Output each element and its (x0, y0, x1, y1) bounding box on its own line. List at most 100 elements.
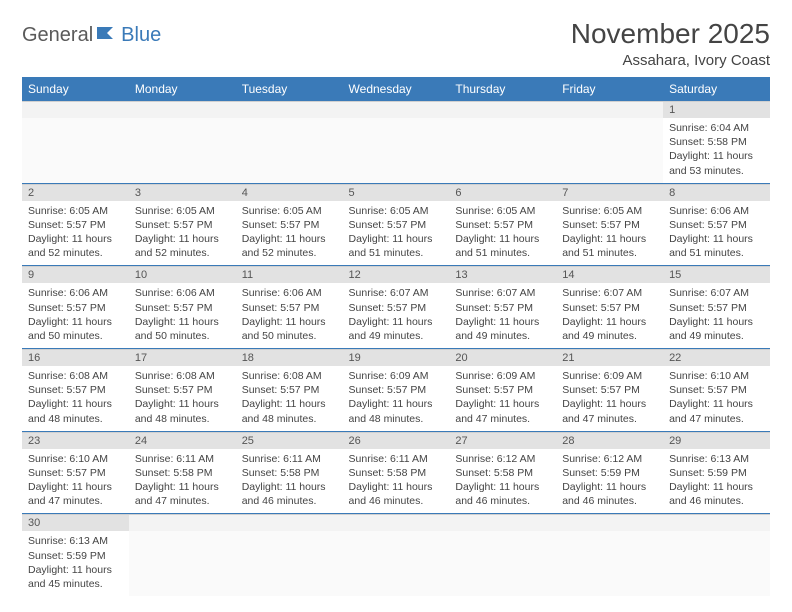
week-row: 2Sunrise: 6:05 AMSunset: 5:57 PMDaylight… (22, 183, 770, 266)
day-number-bar (556, 101, 663, 118)
day-number-bar (343, 101, 450, 118)
logo: General Blue (22, 24, 161, 47)
day-number: 4 (236, 184, 343, 201)
logo-text-general: General (22, 24, 93, 47)
day-header: Saturday (663, 77, 770, 101)
day-cell (343, 101, 450, 183)
day-number: 16 (22, 349, 129, 366)
day-cell: 9Sunrise: 6:06 AMSunset: 5:57 PMDaylight… (22, 266, 129, 349)
day-number: 10 (129, 266, 236, 283)
day-cell (343, 514, 450, 596)
day-number: 15 (663, 266, 770, 283)
day-cell: 1Sunrise: 6:04 AMSunset: 5:58 PMDaylight… (663, 101, 770, 183)
day-cell: 15Sunrise: 6:07 AMSunset: 5:57 PMDayligh… (663, 266, 770, 349)
day-cell: 19Sunrise: 6:09 AMSunset: 5:57 PMDayligh… (343, 349, 450, 432)
week-row: 23Sunrise: 6:10 AMSunset: 5:57 PMDayligh… (22, 431, 770, 514)
day-content: Sunrise: 6:06 AMSunset: 5:57 PMDaylight:… (663, 201, 770, 266)
day-number-bar (129, 514, 236, 531)
day-cell: 13Sunrise: 6:07 AMSunset: 5:57 PMDayligh… (449, 266, 556, 349)
day-number: 28 (556, 432, 663, 449)
day-content: Sunrise: 6:09 AMSunset: 5:57 PMDaylight:… (343, 366, 450, 431)
day-number-bar (236, 514, 343, 531)
day-number: 2 (22, 184, 129, 201)
day-cell: 12Sunrise: 6:07 AMSunset: 5:57 PMDayligh… (343, 266, 450, 349)
day-cell: 18Sunrise: 6:08 AMSunset: 5:57 PMDayligh… (236, 349, 343, 432)
logo-text-blue: Blue (121, 24, 161, 47)
day-content: Sunrise: 6:06 AMSunset: 5:57 PMDaylight:… (129, 283, 236, 348)
day-cell: 26Sunrise: 6:11 AMSunset: 5:58 PMDayligh… (343, 431, 450, 514)
day-content: Sunrise: 6:12 AMSunset: 5:59 PMDaylight:… (556, 449, 663, 514)
day-number: 18 (236, 349, 343, 366)
day-number: 1 (663, 101, 770, 118)
day-cell (663, 514, 770, 596)
day-content: Sunrise: 6:11 AMSunset: 5:58 PMDaylight:… (129, 449, 236, 514)
day-cell: 7Sunrise: 6:05 AMSunset: 5:57 PMDaylight… (556, 183, 663, 266)
week-row: 16Sunrise: 6:08 AMSunset: 5:57 PMDayligh… (22, 349, 770, 432)
day-content: Sunrise: 6:09 AMSunset: 5:57 PMDaylight:… (556, 366, 663, 431)
day-number-bar (236, 101, 343, 118)
week-row: 9Sunrise: 6:06 AMSunset: 5:57 PMDaylight… (22, 266, 770, 349)
day-cell: 16Sunrise: 6:08 AMSunset: 5:57 PMDayligh… (22, 349, 129, 432)
day-number: 5 (343, 184, 450, 201)
day-number: 29 (663, 432, 770, 449)
day-number: 19 (343, 349, 450, 366)
day-number-bar (556, 514, 663, 531)
week-row: 30Sunrise: 6:13 AMSunset: 5:59 PMDayligh… (22, 514, 770, 596)
day-number: 24 (129, 432, 236, 449)
day-number: 7 (556, 184, 663, 201)
day-cell (129, 101, 236, 183)
day-cell: 2Sunrise: 6:05 AMSunset: 5:57 PMDaylight… (22, 183, 129, 266)
day-cell (236, 514, 343, 596)
day-header: Tuesday (236, 77, 343, 101)
day-cell: 30Sunrise: 6:13 AMSunset: 5:59 PMDayligh… (22, 514, 129, 596)
day-content: Sunrise: 6:05 AMSunset: 5:57 PMDaylight:… (129, 201, 236, 266)
day-cell (556, 514, 663, 596)
day-header: Wednesday (343, 77, 450, 101)
flag-icon (97, 25, 119, 46)
day-content: Sunrise: 6:10 AMSunset: 5:57 PMDaylight:… (663, 366, 770, 431)
day-content: Sunrise: 6:11 AMSunset: 5:58 PMDaylight:… (236, 449, 343, 514)
day-number-bar (129, 101, 236, 118)
day-header: Friday (556, 77, 663, 101)
day-number-bar (663, 514, 770, 531)
day-content: Sunrise: 6:08 AMSunset: 5:57 PMDaylight:… (129, 366, 236, 431)
day-cell: 27Sunrise: 6:12 AMSunset: 5:58 PMDayligh… (449, 431, 556, 514)
day-content: Sunrise: 6:08 AMSunset: 5:57 PMDaylight:… (236, 366, 343, 431)
day-cell: 20Sunrise: 6:09 AMSunset: 5:57 PMDayligh… (449, 349, 556, 432)
day-number: 22 (663, 349, 770, 366)
day-cell: 4Sunrise: 6:05 AMSunset: 5:57 PMDaylight… (236, 183, 343, 266)
month-title: November 2025 (571, 18, 770, 50)
day-number-bar (22, 101, 129, 118)
day-cell (556, 101, 663, 183)
day-cell: 8Sunrise: 6:06 AMSunset: 5:57 PMDaylight… (663, 183, 770, 266)
day-cell: 3Sunrise: 6:05 AMSunset: 5:57 PMDaylight… (129, 183, 236, 266)
header: General Blue November 2025 Assahara, Ivo… (22, 18, 770, 69)
day-header: Sunday (22, 77, 129, 101)
day-content: Sunrise: 6:07 AMSunset: 5:57 PMDaylight:… (449, 283, 556, 348)
day-number: 21 (556, 349, 663, 366)
day-content: Sunrise: 6:07 AMSunset: 5:57 PMDaylight:… (556, 283, 663, 348)
day-cell: 28Sunrise: 6:12 AMSunset: 5:59 PMDayligh… (556, 431, 663, 514)
day-number: 27 (449, 432, 556, 449)
day-cell: 25Sunrise: 6:11 AMSunset: 5:58 PMDayligh… (236, 431, 343, 514)
day-cell: 29Sunrise: 6:13 AMSunset: 5:59 PMDayligh… (663, 431, 770, 514)
day-cell: 11Sunrise: 6:06 AMSunset: 5:57 PMDayligh… (236, 266, 343, 349)
day-header: Monday (129, 77, 236, 101)
day-content: Sunrise: 6:05 AMSunset: 5:57 PMDaylight:… (236, 201, 343, 266)
day-content: Sunrise: 6:10 AMSunset: 5:57 PMDaylight:… (22, 449, 129, 514)
day-content: Sunrise: 6:13 AMSunset: 5:59 PMDaylight:… (22, 531, 129, 596)
week-row: 1Sunrise: 6:04 AMSunset: 5:58 PMDaylight… (22, 101, 770, 183)
day-header-row: SundayMondayTuesdayWednesdayThursdayFrid… (22, 77, 770, 101)
day-number: 17 (129, 349, 236, 366)
day-cell: 21Sunrise: 6:09 AMSunset: 5:57 PMDayligh… (556, 349, 663, 432)
day-number: 30 (22, 514, 129, 531)
day-content: Sunrise: 6:05 AMSunset: 5:57 PMDaylight:… (343, 201, 450, 266)
day-number: 25 (236, 432, 343, 449)
day-number: 23 (22, 432, 129, 449)
day-cell (129, 514, 236, 596)
day-content: Sunrise: 6:09 AMSunset: 5:57 PMDaylight:… (449, 366, 556, 431)
day-number-bar (449, 101, 556, 118)
day-number: 26 (343, 432, 450, 449)
day-number: 9 (22, 266, 129, 283)
day-content: Sunrise: 6:06 AMSunset: 5:57 PMDaylight:… (22, 283, 129, 348)
